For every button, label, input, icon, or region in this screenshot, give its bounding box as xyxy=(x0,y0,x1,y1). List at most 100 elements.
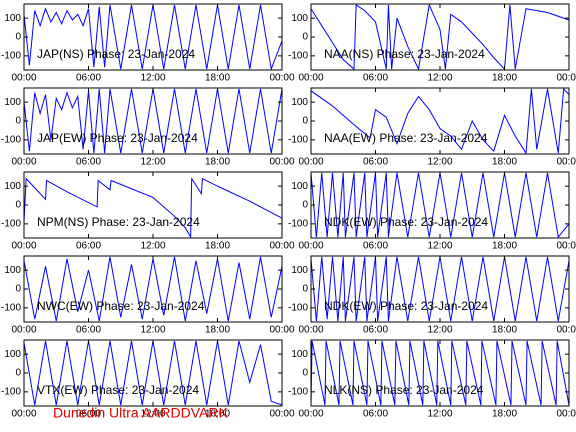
y-tick-label: -100 xyxy=(1,50,21,61)
plot-area xyxy=(24,88,282,154)
y-tick-label: -100 xyxy=(1,134,21,145)
footer: Dunedin Ultra AARDDVARK xyxy=(53,405,228,421)
y-tick-label: -100 xyxy=(288,134,308,145)
x-tick-label: 00:00 xyxy=(556,241,576,252)
x-tick-label: 18:00 xyxy=(492,409,517,420)
y-tick-label: 100 xyxy=(4,181,21,192)
x-tick-label: 06:00 xyxy=(363,157,388,168)
y-tick-label: 0 xyxy=(15,200,21,211)
panel-annotation: NDK(EW) Phase: 23-Jan-2024 xyxy=(324,299,488,313)
y-tick-label: 0 xyxy=(302,284,308,295)
panel-annotation: NLK(NS) Phase: 23-Jan-2024 xyxy=(324,383,484,397)
y-tick-label: 0 xyxy=(302,368,308,379)
x-tick-label: 00:00 xyxy=(269,325,294,336)
x-tick-label: 00:00 xyxy=(298,325,323,336)
x-tick-label: 00:00 xyxy=(298,241,323,252)
y-tick-label: 0 xyxy=(15,116,21,127)
x-tick-label: 00:00 xyxy=(269,157,294,168)
x-tick-label: 00:00 xyxy=(298,73,323,84)
x-tick-label: 06:00 xyxy=(76,157,101,168)
x-tick-label: 00:00 xyxy=(11,325,36,336)
x-tick-label: 18:00 xyxy=(492,241,517,252)
y-tick-label: 100 xyxy=(291,97,308,108)
phase-line xyxy=(311,256,569,322)
phase-line xyxy=(24,176,282,238)
plot-area xyxy=(24,172,282,238)
x-tick-label: 12:00 xyxy=(140,325,165,336)
x-tick-label: 18:00 xyxy=(205,157,230,168)
x-tick-label: 12:00 xyxy=(427,157,452,168)
plot-area xyxy=(311,88,569,154)
x-tick-label: 18:00 xyxy=(492,157,517,168)
x-tick-label: 12:00 xyxy=(140,241,165,252)
x-tick-label: 06:00 xyxy=(76,325,101,336)
x-tick-label: 00:00 xyxy=(298,157,323,168)
x-tick-label: 06:00 xyxy=(363,73,388,84)
x-tick-label: 18:00 xyxy=(492,325,517,336)
y-tick-label: -100 xyxy=(288,302,308,313)
y-tick-label: 100 xyxy=(291,265,308,276)
x-tick-label: 00:00 xyxy=(269,241,294,252)
x-tick-label: 18:00 xyxy=(205,325,230,336)
phase-line xyxy=(311,172,569,238)
phase-line xyxy=(311,88,569,154)
x-tick-label: 06:00 xyxy=(363,409,388,420)
x-tick-label: 06:00 xyxy=(76,409,101,420)
y-tick-label: 100 xyxy=(4,349,21,360)
y-tick-label: -100 xyxy=(1,302,21,313)
x-tick-label: 06:00 xyxy=(363,325,388,336)
x-tick-label: 00:00 xyxy=(556,325,576,336)
y-tick-label: 0 xyxy=(15,284,21,295)
y-tick-label: -100 xyxy=(1,386,21,397)
x-tick-label: 12:00 xyxy=(427,241,452,252)
y-tick-label: 0 xyxy=(15,368,21,379)
phase-line xyxy=(311,340,569,406)
y-tick-label: 100 xyxy=(291,349,308,360)
x-tick-label: 00:00 xyxy=(556,409,576,420)
phase-line xyxy=(311,4,569,70)
x-tick-label: 18:00 xyxy=(492,73,517,84)
x-tick-label: 18:00 xyxy=(205,409,230,420)
panel-annotation: NWC(EW) Phase: 23-Jan-2024 xyxy=(37,299,205,313)
panel-annotation: JAP(EW) Phase: 23-Jan-2024 xyxy=(37,131,198,145)
y-tick-label: 0 xyxy=(302,116,308,127)
x-tick-label: 00:00 xyxy=(11,157,36,168)
x-tick-label: 06:00 xyxy=(76,73,101,84)
y-tick-label: 100 xyxy=(4,97,21,108)
x-tick-label: 00:00 xyxy=(556,157,576,168)
panel-annotation: NDK(EW) Phase: 23-Jan-2024 xyxy=(324,215,488,229)
y-tick-label: -100 xyxy=(288,218,308,229)
panel-annotation: NAA(NS) Phase: 23-Jan-2024 xyxy=(324,47,485,61)
x-tick-label: 00:00 xyxy=(556,73,576,84)
plot-area xyxy=(24,340,282,406)
x-tick-label: 00:00 xyxy=(11,241,36,252)
y-tick-label: -100 xyxy=(1,218,21,229)
phase-line xyxy=(24,88,282,154)
y-tick-label: -100 xyxy=(288,50,308,61)
x-tick-label: 06:00 xyxy=(363,241,388,252)
x-tick-label: 18:00 xyxy=(205,241,230,252)
panel-annotation: JAP(NS) Phase: 23-Jan-2024 xyxy=(37,47,195,61)
y-tick-label: 100 xyxy=(291,181,308,192)
plot-area xyxy=(24,4,282,70)
phase-line xyxy=(24,4,282,70)
panel-annotation: NAA(EW) Phase: 23-Jan-2024 xyxy=(324,131,488,145)
y-tick-label: -100 xyxy=(288,386,308,397)
y-tick-label: 100 xyxy=(291,13,308,24)
x-tick-label: 12:00 xyxy=(140,409,165,420)
panel-annotation: NPM(NS) Phase: 23-Jan-2024 xyxy=(37,215,200,229)
panel-annotation: VTX(EW) Phase: 23-Jan-2024 xyxy=(37,383,199,397)
x-tick-label: 18:00 xyxy=(205,73,230,84)
x-tick-label: 12:00 xyxy=(427,73,452,84)
y-tick-label: 0 xyxy=(302,200,308,211)
x-tick-label: 12:00 xyxy=(427,325,452,336)
y-tick-label: 0 xyxy=(15,32,21,43)
x-tick-label: 12:00 xyxy=(427,409,452,420)
x-tick-label: 00:00 xyxy=(269,73,294,84)
x-tick-label: 00:00 xyxy=(11,73,36,84)
y-tick-label: 0 xyxy=(302,32,308,43)
y-tick-label: 100 xyxy=(4,265,21,276)
x-tick-label: 12:00 xyxy=(140,157,165,168)
plot-area xyxy=(24,256,282,322)
